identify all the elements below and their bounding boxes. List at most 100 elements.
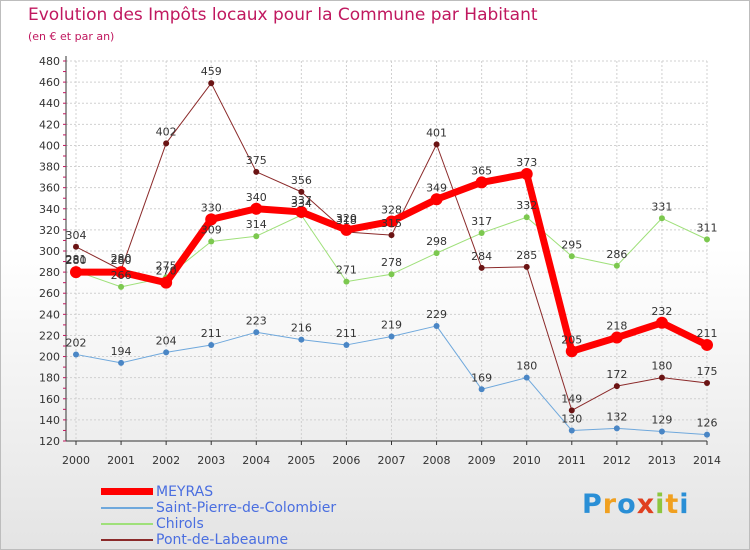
data-label: 205 <box>561 333 582 346</box>
data-point <box>118 283 125 290</box>
data-label: 278 <box>381 256 402 269</box>
y-tick-label: 440 <box>39 97 60 110</box>
data-label: 175 <box>697 365 718 378</box>
data-point <box>208 238 215 245</box>
legend-swatch <box>101 539 153 541</box>
y-tick-label: 300 <box>39 245 60 258</box>
y-tick-label: 460 <box>39 76 60 89</box>
logo-letter: P <box>582 489 603 520</box>
data-point <box>73 243 79 250</box>
data-label: 204 <box>156 334 177 347</box>
x-tick-label: 2012 <box>603 454 631 467</box>
x-tick-label: 2014 <box>693 454 721 467</box>
data-point <box>568 253 575 260</box>
legend-swatch <box>101 488 153 495</box>
logo-letter: x <box>636 489 656 520</box>
data-label: 286 <box>606 248 627 261</box>
data-label: 229 <box>426 308 447 321</box>
data-point <box>208 80 215 87</box>
data-point <box>478 264 485 271</box>
chart-title: Evolution des Impôts locaux pour la Comm… <box>28 5 538 25</box>
data-label: 219 <box>381 319 402 332</box>
y-tick-label: 240 <box>39 308 60 321</box>
data-point <box>613 262 620 269</box>
x-tick-label: 2003 <box>197 454 225 467</box>
data-label: 180 <box>651 360 672 373</box>
data-label: 172 <box>606 368 627 381</box>
data-point <box>430 193 443 206</box>
y-tick-label: 140 <box>39 414 60 427</box>
x-tick-label: 2009 <box>468 454 496 467</box>
data-label: 280 <box>111 252 132 265</box>
data-point <box>613 425 620 432</box>
data-point <box>160 276 173 289</box>
legend-swatch <box>101 507 153 509</box>
data-label: 126 <box>697 417 718 430</box>
data-label: 149 <box>561 392 582 405</box>
y-tick-label: 480 <box>39 55 60 68</box>
data-label: 314 <box>246 218 267 231</box>
data-point <box>205 213 218 226</box>
data-point <box>208 341 215 348</box>
data-label: 216 <box>291 322 312 335</box>
data-label: 211 <box>201 327 222 340</box>
data-point <box>433 141 440 148</box>
data-label: 169 <box>471 371 492 384</box>
logo-letter: i <box>679 489 690 520</box>
data-label: 318 <box>336 214 357 227</box>
data-label: 271 <box>336 264 357 277</box>
data-label: 402 <box>156 125 177 138</box>
data-label: 218 <box>606 320 627 333</box>
logo-letter: r <box>602 489 618 520</box>
data-point <box>701 338 713 351</box>
data-point <box>520 167 533 180</box>
data-point <box>433 250 440 257</box>
y-tick-label: 280 <box>39 266 60 279</box>
series-group <box>70 80 713 438</box>
data-point <box>658 215 665 222</box>
logo-letter: o <box>617 489 637 520</box>
data-labels: 202 194 204 211 223 216 211 219 229 169 180 130 132 1… <box>66 65 718 430</box>
data-label: 284 <box>471 250 492 263</box>
data-point <box>704 431 710 438</box>
proxiti-logo: Proxiti <box>582 489 690 520</box>
data-label: 281 <box>66 253 87 266</box>
x-tick-label: 2005 <box>287 454 315 467</box>
axes: 120 140 160 180 200 220 240 260 280 300 320 340 360 3… <box>39 55 721 467</box>
data-label: 320 <box>336 212 357 225</box>
data-label: 330 <box>201 201 222 214</box>
data-label: 180 <box>516 360 537 373</box>
data-label: 270 <box>156 265 177 278</box>
data-point <box>388 333 395 340</box>
data-label: 349 <box>426 181 447 194</box>
data-label: 315 <box>381 217 402 230</box>
data-point <box>565 345 578 358</box>
data-point <box>704 379 710 386</box>
data-label: 275 <box>156 259 177 272</box>
data-label: 202 <box>66 336 87 349</box>
logo-letter: i <box>655 489 666 520</box>
data-label: 132 <box>606 410 627 423</box>
data-label: 334 <box>291 197 312 210</box>
data-point <box>568 407 575 414</box>
x-tick-label: 2000 <box>62 454 90 467</box>
data-point <box>253 233 260 240</box>
y-tick-label: 400 <box>39 139 60 152</box>
legend-label: MEYRAS <box>156 484 214 500</box>
data-point <box>613 383 620 390</box>
data-point <box>388 232 395 239</box>
x-tick-label: 2001 <box>107 454 135 467</box>
data-label: 459 <box>201 65 222 78</box>
y-tick-label: 200 <box>39 351 60 364</box>
data-point <box>568 427 575 434</box>
data-label: 211 <box>697 327 718 340</box>
y-tick-label: 320 <box>39 224 60 237</box>
x-tick-label: 2013 <box>648 454 676 467</box>
data-label: 266 <box>111 269 132 282</box>
data-point <box>658 374 665 381</box>
y-tick-label: 360 <box>39 182 60 195</box>
legend-label: Pont-de-Labeaume <box>156 532 289 548</box>
y-tick-label: 180 <box>39 372 60 385</box>
